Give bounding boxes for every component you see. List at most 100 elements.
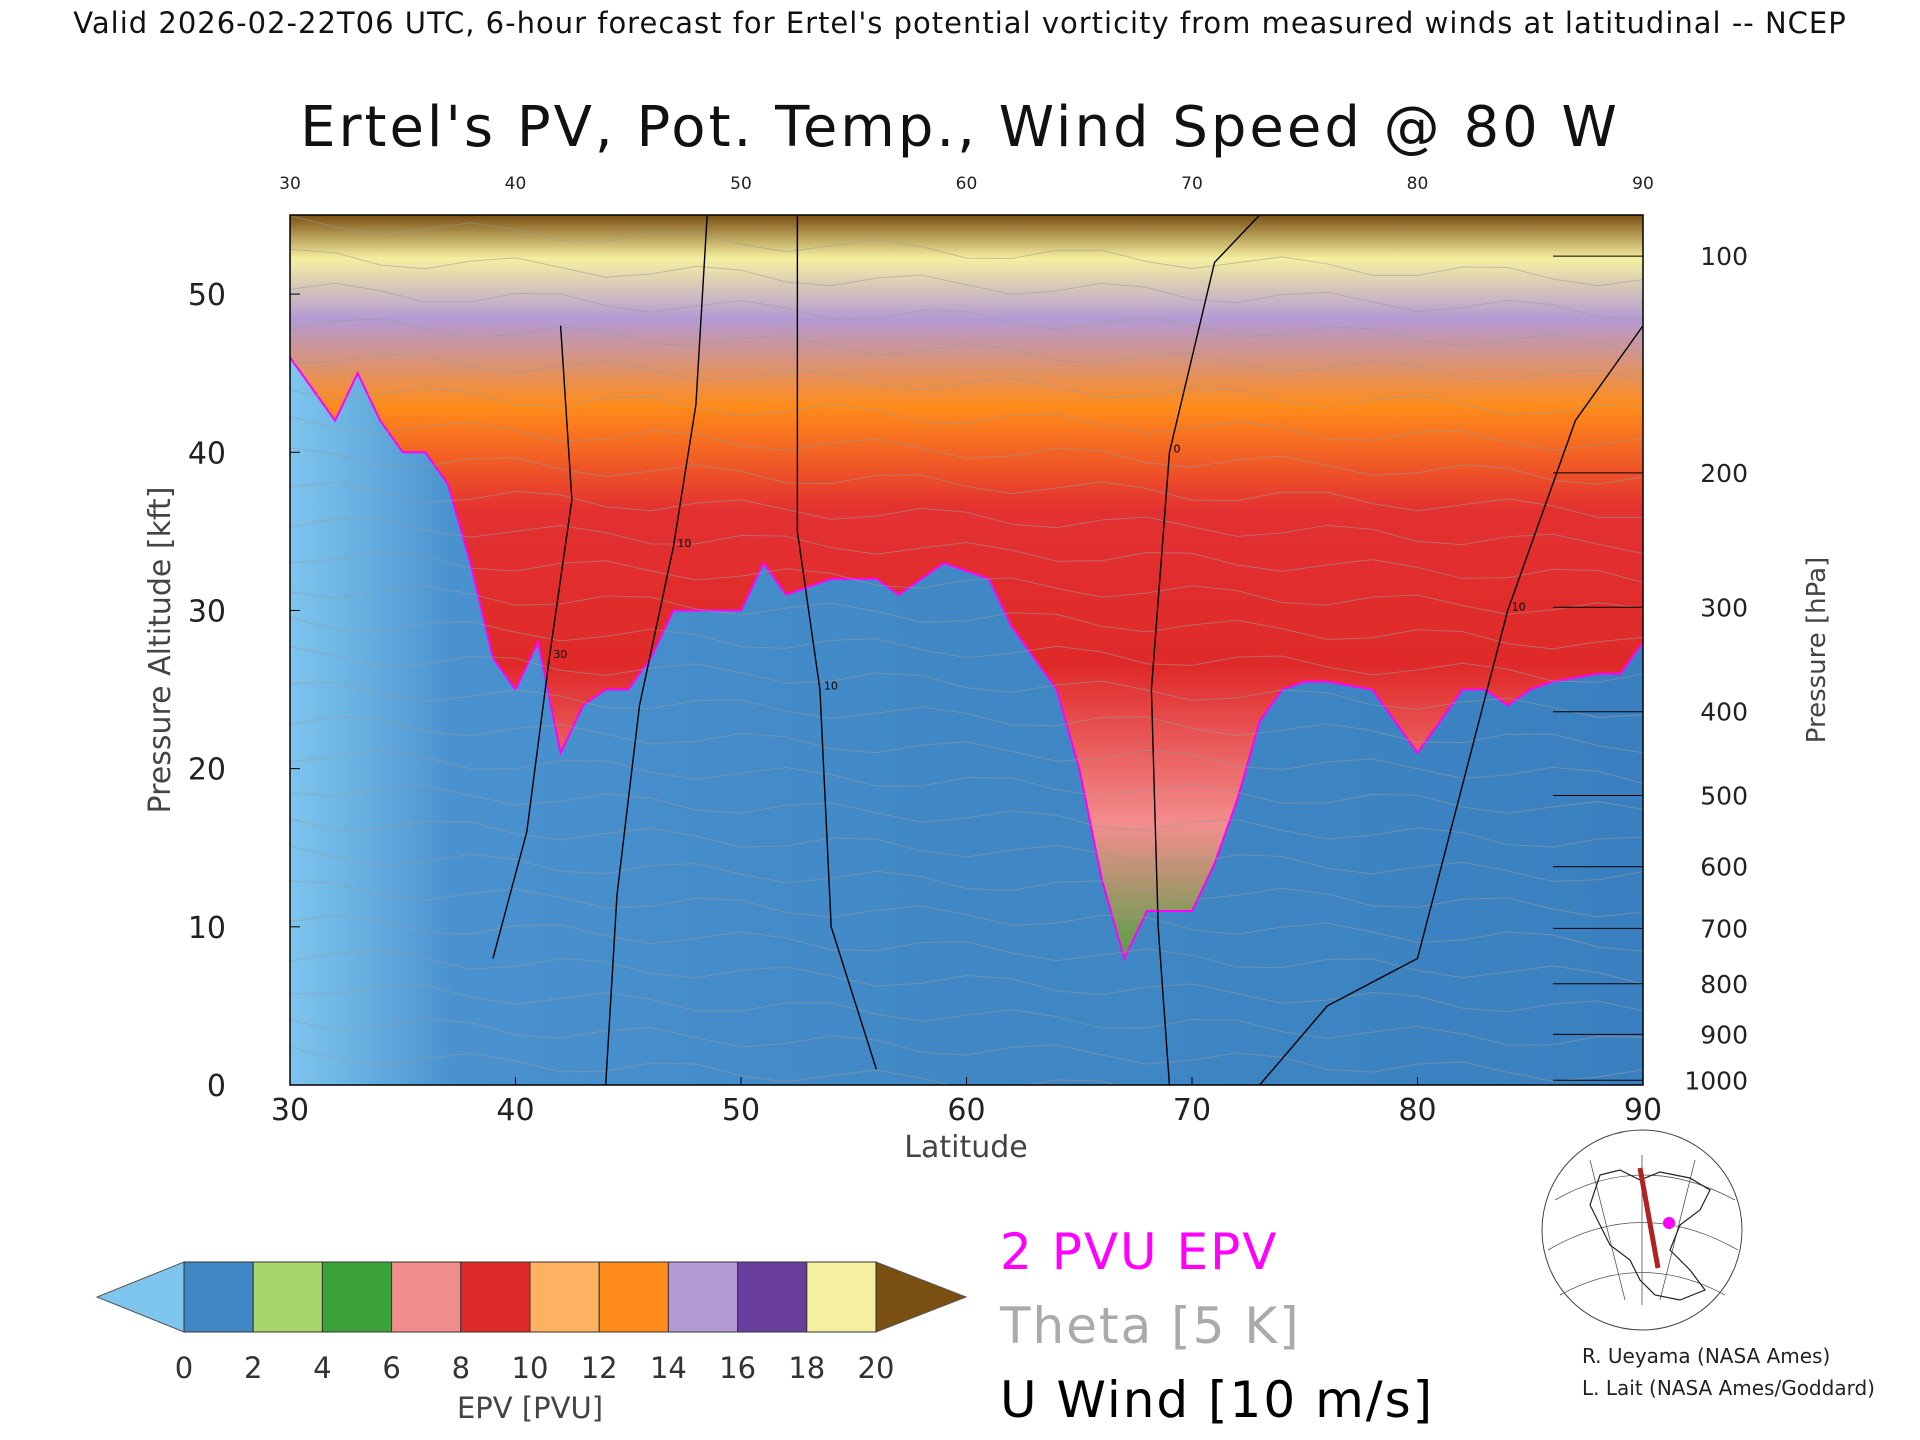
theta-line bbox=[290, 215, 1643, 287]
wind-contour-line bbox=[1259, 325, 1643, 1085]
colorbar-tick-label: 2 bbox=[244, 1351, 262, 1385]
theta-line bbox=[290, 318, 1643, 382]
credits: R. Ueyama (NASA Ames) L. Lait (NASA Ames… bbox=[1582, 1340, 1875, 1404]
theta-line bbox=[290, 551, 1643, 615]
colorbar-tick-label: 18 bbox=[788, 1351, 825, 1385]
colorbar-tick-label: 6 bbox=[382, 1351, 400, 1385]
theta-line bbox=[290, 646, 1643, 719]
colorbar-label: EPV [PVU] bbox=[457, 1391, 603, 1425]
wind-contour-line bbox=[796, 215, 877, 1070]
y2-tick-label: 300 bbox=[1700, 593, 1748, 622]
chart-title: Ertel's PV, Pot. Temp., Wind Speed @ 80 … bbox=[300, 95, 1620, 160]
wind-contour-label: 10 bbox=[824, 680, 838, 693]
colorbar-tick-label: 8 bbox=[452, 1351, 470, 1385]
y2-tick-label: 700 bbox=[1700, 914, 1748, 943]
colorbar-segment bbox=[737, 1261, 808, 1333]
theta-line bbox=[290, 914, 1643, 985]
wind-contour-line bbox=[1150, 215, 1261, 1085]
x-top-tick-label: 40 bbox=[505, 174, 527, 194]
theta-line bbox=[290, 1046, 1119, 1085]
theta-line bbox=[290, 415, 1643, 485]
colorbar-over-arrow bbox=[875, 1261, 968, 1333]
colorbar-segment bbox=[667, 1261, 739, 1333]
x-top-tick-label: 30 bbox=[279, 174, 301, 194]
y-axis-label: Pressure Altitude [kft] bbox=[143, 487, 178, 814]
colorbar-tick-label: 16 bbox=[719, 1351, 756, 1385]
x-tick-label: 70 bbox=[1173, 1093, 1211, 1128]
map-marker-dot bbox=[1663, 1217, 1675, 1229]
map-coastlines bbox=[1589, 1169, 1711, 1301]
x-top-tick-label: 50 bbox=[730, 174, 752, 194]
y2-tick-label: 100 bbox=[1700, 242, 1748, 271]
x-tick-label: 60 bbox=[947, 1093, 985, 1128]
theta-line bbox=[290, 616, 1643, 683]
y2-tick-label: 800 bbox=[1700, 970, 1748, 999]
colorbar-segment bbox=[391, 1261, 462, 1333]
locator-map bbox=[1541, 1129, 1743, 1331]
y2-tick-label: 400 bbox=[1700, 698, 1748, 727]
theta-line bbox=[290, 846, 1643, 918]
colorbar-segment bbox=[183, 1261, 254, 1333]
y-tick-label: 20 bbox=[188, 753, 226, 788]
colorbar-segment bbox=[460, 1261, 531, 1333]
theta-line bbox=[290, 749, 1643, 814]
x-tick-label: 40 bbox=[496, 1093, 534, 1128]
credit-line-2: L. Lait (NASA Ames/Goddard) bbox=[1582, 1376, 1875, 1400]
map-globe-outline bbox=[1541, 1129, 1743, 1331]
y-tick-label: 40 bbox=[188, 436, 226, 471]
wind-contours: 10 10 0 30 10 bbox=[492, 215, 1643, 1085]
colorbar-tick-label: 12 bbox=[581, 1351, 618, 1385]
theta-line bbox=[290, 880, 1643, 952]
colorbar-segment bbox=[252, 1261, 323, 1333]
wind-contour-label: 30 bbox=[553, 648, 567, 661]
theta-line bbox=[290, 447, 1643, 518]
theta-line bbox=[290, 353, 1643, 416]
colorbar-tick-label: 14 bbox=[650, 1351, 687, 1385]
wind-contour-label: 10 bbox=[677, 537, 691, 550]
legend-theta-label: Theta [5 K] bbox=[1000, 1297, 1301, 1355]
theta-line bbox=[290, 248, 1643, 321]
wind-contour-line bbox=[492, 325, 573, 959]
colorbar-under-arrow bbox=[95, 1261, 185, 1333]
theta-line bbox=[290, 682, 1643, 754]
line-legend: 2 PVU EPV Theta [5 K] U Wind [10 m/s] bbox=[1000, 1215, 1434, 1437]
x-tick-label: 30 bbox=[271, 1093, 309, 1128]
credit-line-1: R. Ueyama (NASA Ames) bbox=[1582, 1344, 1831, 1368]
theta-line bbox=[290, 482, 1643, 554]
theta-line bbox=[290, 949, 1643, 1013]
colorbar-tick-label: 4 bbox=[313, 1351, 331, 1385]
y2-tick-label: 600 bbox=[1700, 853, 1748, 882]
wind-contour-label: 10 bbox=[1512, 600, 1526, 613]
theta-line bbox=[290, 785, 1643, 848]
legend-wind-label: U Wind [10 m/s] bbox=[1000, 1371, 1435, 1429]
y-tick-label: 10 bbox=[188, 911, 226, 946]
epv-colorbar: 0 2 4 6 8 10 12 14 16 18 20 EPV [PVU] bbox=[95, 1261, 968, 1425]
colorbar-tick-label: 10 bbox=[512, 1351, 549, 1385]
wind-contour-label: 0 bbox=[1173, 442, 1180, 455]
theta-line bbox=[290, 1018, 1643, 1082]
theta-line bbox=[290, 386, 1643, 451]
colorbar-segment bbox=[529, 1261, 600, 1333]
y-tick-label: 30 bbox=[188, 594, 226, 629]
colorbar-tick-label: 0 bbox=[175, 1351, 193, 1385]
theta-line bbox=[290, 985, 1643, 1046]
header-text: Valid 2026-02-22T06 UTC, 6-hour forecast… bbox=[73, 6, 1847, 40]
y2-tick-label: 200 bbox=[1700, 459, 1748, 488]
pv-lower-field bbox=[290, 357, 1643, 1085]
y-tick-label: 0 bbox=[207, 1069, 226, 1104]
theta-line bbox=[290, 585, 1643, 650]
x-top-tick-label: 70 bbox=[1181, 174, 1203, 194]
y2-tick-label: 900 bbox=[1700, 1020, 1748, 1049]
cross-section-line bbox=[1637, 1167, 1661, 1269]
y2-tick-label: 1000 bbox=[1684, 1066, 1748, 1095]
y-tick-label: 50 bbox=[188, 278, 226, 313]
x-top-tick-label: 80 bbox=[1407, 174, 1429, 194]
x-tick-label: 50 bbox=[722, 1093, 760, 1128]
colorbar-segment bbox=[321, 1261, 393, 1333]
theta-line bbox=[290, 715, 1643, 784]
x-tick-label: 80 bbox=[1398, 1093, 1436, 1128]
theta-line bbox=[290, 518, 1643, 583]
colorbar-segment bbox=[806, 1261, 877, 1333]
theta-contours bbox=[290, 215, 1643, 1085]
